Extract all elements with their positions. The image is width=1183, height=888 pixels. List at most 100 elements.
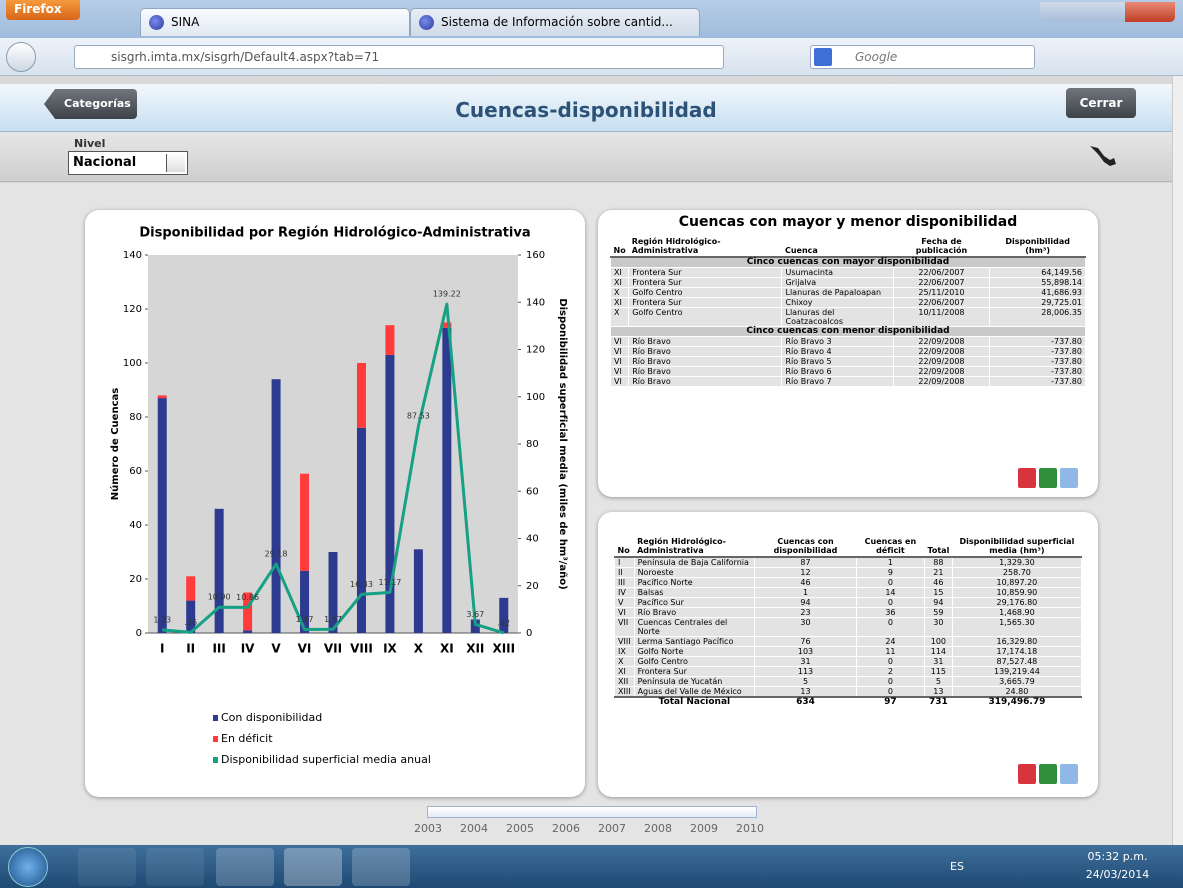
cell: 14: [856, 588, 924, 598]
excel-export[interactable]: [1039, 764, 1057, 784]
cell: 3,665.79: [952, 677, 1081, 687]
column-header: Región Hidrológico-Administrativa: [634, 536, 755, 557]
chart-title: Disponibilidad por Región Hidrológico-Ad…: [139, 226, 530, 241]
legend-swatch: [213, 715, 218, 721]
ie-button[interactable]: [78, 848, 136, 886]
column-header: Total: [924, 536, 952, 557]
cell: Cuencas Centrales del Norte: [634, 618, 755, 637]
explorer-button[interactable]: [216, 848, 274, 886]
cell: Chixoy: [782, 298, 893, 308]
section-title: Cinco cuencas con menor disponibilidad: [611, 327, 1086, 337]
text-export[interactable]: [1060, 764, 1078, 784]
data-label: 17.17: [378, 578, 401, 587]
clock-date[interactable]: 24/03/2014: [1080, 868, 1155, 881]
cell: Río Bravo: [629, 377, 782, 387]
cell: 30: [924, 618, 952, 637]
column-header: Fecha de publicación: [893, 236, 990, 257]
export-icons: [1018, 764, 1088, 786]
column-header: Disponibilidad (hm³): [990, 236, 1086, 257]
cell: 1: [856, 557, 924, 568]
cell: 55,898.14: [990, 278, 1086, 288]
language[interactable]: ES: [950, 860, 964, 873]
text-export[interactable]: [1060, 468, 1078, 488]
cell: 31: [755, 657, 857, 667]
table-row: VIRío BravoRío Bravo 622/09/2008-737.80: [611, 367, 1086, 377]
cell: 25/11/2010: [893, 288, 990, 298]
y-tick-label: 20: [129, 574, 142, 585]
data-label: 29.18: [265, 550, 288, 559]
cell: 258.70: [952, 568, 1081, 578]
legend-swatch: [213, 757, 218, 763]
y-tick-label: 60: [129, 466, 142, 477]
cell: 16,329.80: [952, 637, 1081, 647]
tab[interactable]: Sistema de Información sobre cantid...: [410, 8, 700, 36]
mexico-icon: [1088, 142, 1118, 170]
y-tick-label: 120: [123, 304, 142, 315]
cell: Pacífico Norte: [634, 578, 755, 588]
cell: 5: [924, 677, 952, 687]
cell: Grijalva: [782, 278, 893, 288]
cell: 13: [755, 687, 857, 698]
cell: VIII: [615, 637, 635, 647]
cell: Llanuras de Papaloapan: [782, 288, 893, 298]
column-header: Región Hidrológico-Administrativa: [629, 236, 782, 257]
firefox-button[interactable]: [284, 848, 342, 886]
x-tick-label: X: [414, 642, 424, 656]
table-row: VPacífico Sur9409429,176.80: [615, 598, 1082, 608]
cell: 0: [856, 677, 924, 687]
tab[interactable]: SINA: [140, 8, 410, 36]
cell: XI: [611, 268, 629, 278]
cell: 114: [924, 647, 952, 657]
search-bar[interactable]: Google: [810, 45, 1035, 69]
level-select[interactable]: Nacional: [68, 151, 188, 175]
data-label: 1.33: [153, 615, 171, 624]
media-button[interactable]: [146, 848, 204, 886]
table-row: XIFrontera Sur1132115139,219.44: [615, 667, 1082, 677]
excel-export[interactable]: [1039, 468, 1057, 488]
y-tick-label: 100: [123, 358, 142, 369]
pdf-export[interactable]: [1018, 468, 1036, 488]
bar: [357, 363, 366, 428]
firefox-menu[interactable]: Firefox: [6, 0, 80, 20]
scrollbar[interactable]: [1172, 76, 1183, 845]
cell: II: [615, 568, 635, 578]
table-row: IXGolfo Norte1031111417,174.18: [615, 647, 1082, 657]
table-row: IINoroeste12921258.70: [615, 568, 1082, 578]
pdf-export[interactable]: [1018, 764, 1036, 784]
word-button[interactable]: [352, 848, 410, 886]
cell: -737.80: [990, 347, 1086, 357]
cell: VI: [611, 337, 629, 347]
bar: [385, 325, 394, 355]
back-button[interactable]: [6, 42, 36, 72]
total-cell: 319,496.79: [952, 697, 1081, 708]
screen: Firefox SINA Sistema de Información sobr…: [0, 0, 1183, 888]
cell: VI: [611, 367, 629, 377]
cell: VI: [615, 608, 635, 618]
bar: [158, 398, 167, 633]
cell: Golfo Centro: [634, 657, 755, 667]
cell: V: [615, 598, 635, 608]
close-button[interactable]: Cerrar: [1066, 88, 1136, 118]
table-row: VIRío BravoRío Bravo 522/09/2008-737.80: [611, 357, 1086, 367]
cell: Frontera Sur: [634, 667, 755, 677]
table-title: Cuencas con mayor y menor disponibilidad: [610, 214, 1086, 230]
close-window[interactable]: [1125, 2, 1175, 22]
cell: Río Bravo 4: [782, 347, 893, 357]
start-button[interactable]: [8, 847, 48, 887]
cell: 10,897.20: [952, 578, 1081, 588]
clock-time[interactable]: 05:32 p.m.: [1080, 850, 1155, 863]
cell: 22/09/2008: [893, 357, 990, 367]
cell: 29,176.80: [952, 598, 1081, 608]
url-bar[interactable]: sisgrh.imta.mx/sisgrh/Default4.aspx?tab=…: [74, 45, 724, 69]
timeline-slider[interactable]: [427, 806, 757, 818]
y2-tick-label: 160: [526, 250, 545, 261]
y-tick-label: 140: [123, 250, 142, 261]
table-row: XIIPenínsula de Yucatán5053,665.79: [615, 677, 1082, 687]
y2-tick-label: 140: [526, 297, 545, 308]
column-header: Cuencas en déficit: [856, 536, 924, 557]
cell: 46: [924, 578, 952, 588]
y2-tick-label: 60: [526, 486, 539, 497]
